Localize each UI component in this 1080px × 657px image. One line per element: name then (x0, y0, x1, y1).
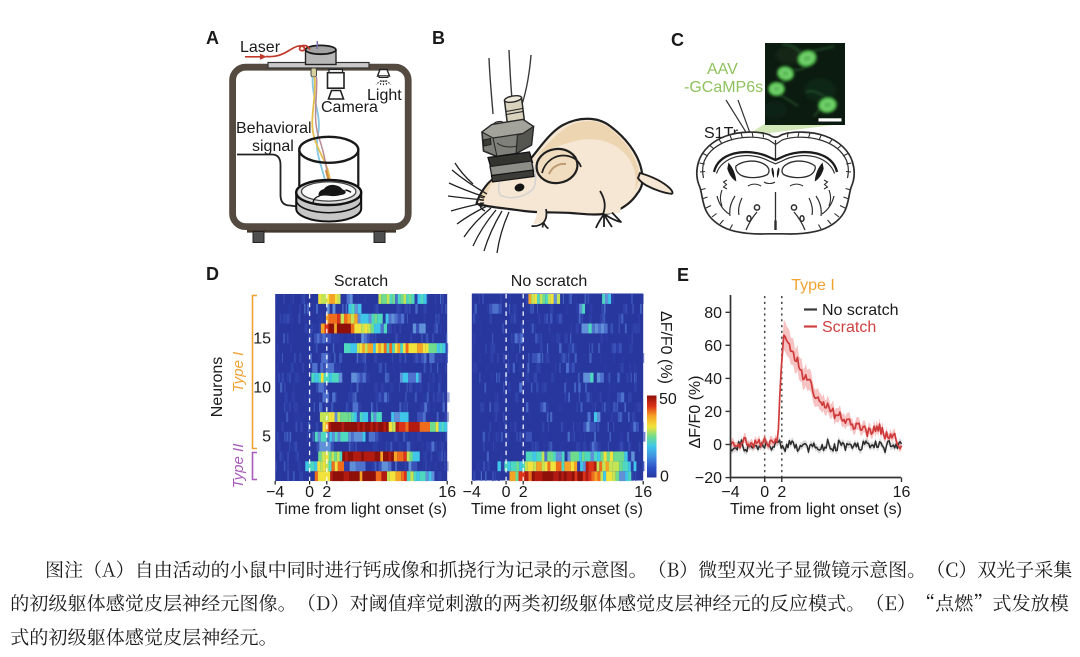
svg-text:C: C (671, 30, 684, 50)
svg-text:0: 0 (305, 484, 314, 501)
svg-text:−4: −4 (721, 484, 739, 501)
svg-text:Camera: Camera (321, 99, 378, 116)
svg-text:-GCaMP6s: -GCaMP6s (684, 79, 763, 96)
svg-text:40: 40 (704, 371, 722, 388)
svg-text:16: 16 (893, 484, 911, 501)
svg-text:−20: −20 (695, 470, 722, 487)
svg-text:Light: Light (367, 87, 402, 104)
svg-text:80: 80 (704, 305, 722, 322)
svg-text:D: D (206, 264, 219, 284)
svg-text:Type I: Type I (791, 277, 835, 294)
svg-text:−4: −4 (463, 484, 481, 501)
svg-text:2: 2 (519, 484, 528, 501)
svg-text:Type II: Type II (230, 444, 247, 489)
svg-text:10: 10 (253, 380, 271, 397)
svg-text:ΔF/F0 (%): ΔF/F0 (%) (687, 376, 704, 449)
svg-text:15: 15 (253, 331, 271, 348)
svg-text:ΔF/F0 (%): ΔF/F0 (%) (657, 311, 674, 384)
svg-text:E: E (677, 265, 689, 285)
svg-text:20: 20 (704, 404, 722, 421)
svg-text:Time from light onset (s): Time from light onset (s) (275, 501, 447, 518)
svg-text:5: 5 (262, 429, 271, 446)
svg-text:16: 16 (438, 484, 456, 501)
svg-text:Time from light onset (s): Time from light onset (s) (730, 501, 902, 518)
svg-text:2: 2 (322, 484, 331, 501)
svg-text:−4: −4 (266, 484, 284, 501)
svg-text:AAV: AAV (707, 61, 738, 78)
svg-text:60: 60 (704, 338, 722, 355)
svg-text:0: 0 (713, 437, 722, 454)
svg-text:B: B (432, 28, 445, 48)
svg-text:16: 16 (634, 484, 652, 501)
svg-text:Type I: Type I (230, 352, 247, 393)
svg-text:Scratch: Scratch (822, 319, 876, 336)
svg-text:Scratch: Scratch (334, 273, 388, 290)
svg-text:50: 50 (659, 391, 677, 408)
svg-text:Behavioral: Behavioral (236, 120, 312, 137)
svg-text:No scratch: No scratch (822, 302, 898, 319)
svg-text:Laser: Laser (240, 39, 281, 56)
svg-text:0: 0 (660, 469, 669, 486)
svg-text:2: 2 (777, 484, 786, 501)
svg-text:Time from light onset (s): Time from light onset (s) (471, 501, 643, 518)
svg-text:0: 0 (502, 484, 511, 501)
svg-text:No scratch: No scratch (511, 273, 587, 290)
svg-text:A: A (206, 28, 219, 48)
svg-text:Neurons: Neurons (209, 357, 226, 417)
svg-text:0: 0 (760, 484, 769, 501)
svg-text:signal: signal (252, 138, 294, 155)
